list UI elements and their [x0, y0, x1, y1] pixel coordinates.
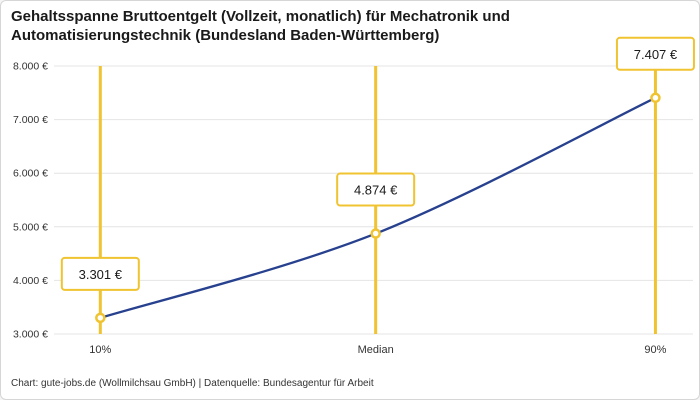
- chart-source-attribution: Chart: gute-jobs.de (Wollmilchsau GmbH) …: [11, 378, 374, 389]
- data-point-marker: [95, 312, 106, 324]
- salary-curve: [99, 96, 657, 320]
- y-axis-tick-label: 7.000 €: [13, 114, 48, 126]
- value-label: 4.874 €: [354, 183, 398, 198]
- y-axis-tick-label: 5.000 €: [13, 221, 48, 233]
- y-axis-tick-label: 3.000 €: [13, 329, 48, 341]
- y-axis-tick-label: 8.000 €: [13, 61, 48, 73]
- x-axis-tick-label: 90%: [644, 344, 666, 356]
- data-point-marker: [370, 228, 381, 239]
- value-label: 7.407 €: [634, 47, 678, 62]
- y-axis-tick-label: 6.000 €: [13, 168, 48, 180]
- value-label-box: [615, 36, 695, 71]
- value-label-box: [60, 256, 140, 291]
- chart-title: Gehaltsspanne Bruttoentgelt (Vollzeit, m…: [11, 8, 510, 44]
- data-point-marker: [650, 92, 661, 104]
- value-label-box: [336, 172, 416, 207]
- y-axis-tick-label: 4.000 €: [13, 275, 48, 287]
- value-label: 3.301 €: [79, 267, 123, 282]
- x-axis-tick-label: Median: [358, 344, 394, 356]
- x-axis-tick-label: 10%: [89, 344, 111, 356]
